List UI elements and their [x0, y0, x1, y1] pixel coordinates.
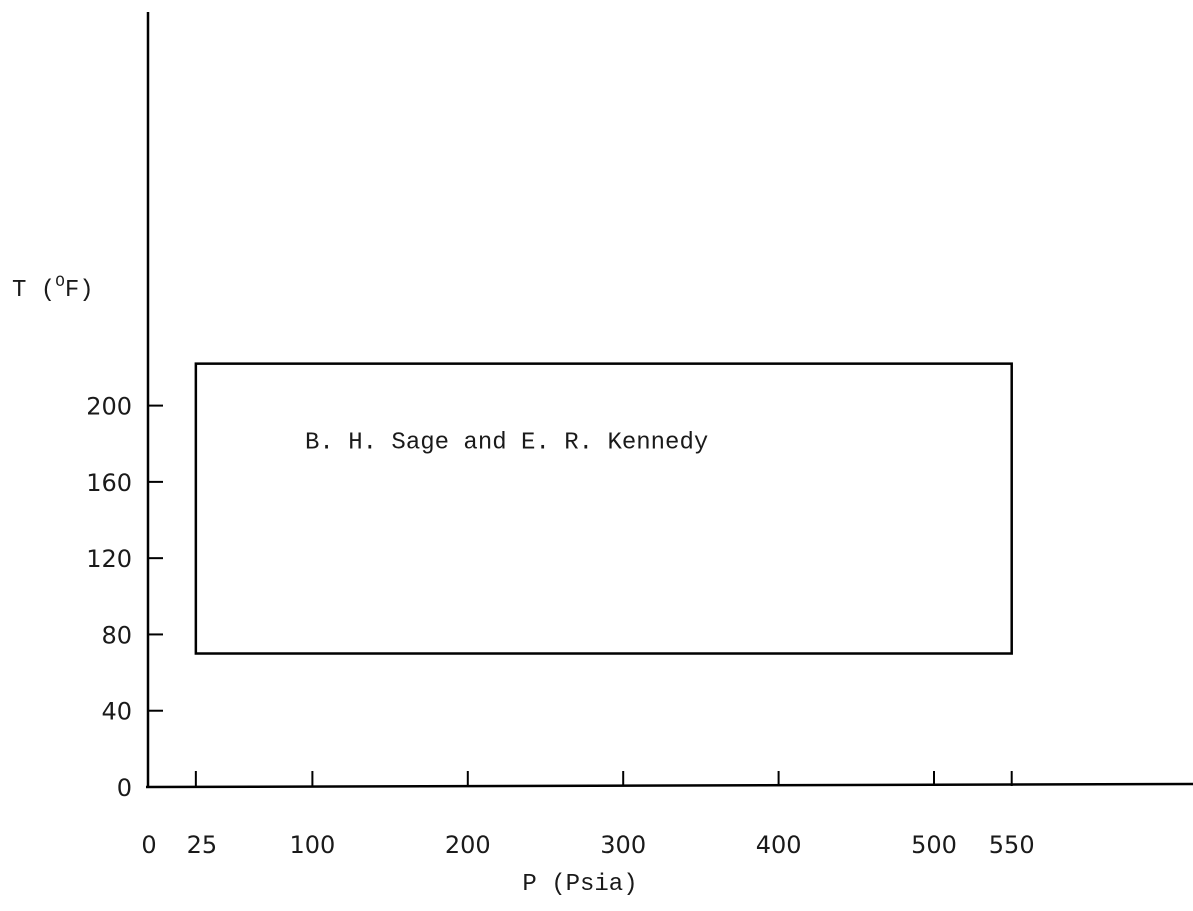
- x-tick-label: 25: [187, 831, 218, 859]
- x-axis-title: P (Psia): [522, 871, 637, 898]
- y-axis-title-superscript: O: [55, 273, 65, 291]
- y-axis-title-suffix: F): [65, 277, 94, 304]
- y-axis-title-prefix: T (: [12, 277, 55, 304]
- x-tick-label: 550: [989, 831, 1035, 859]
- x-tick-label: 400: [756, 831, 802, 859]
- x-tick-label: 300: [600, 831, 646, 859]
- data-region-label: B. H. Sage and E. R. Kennedy: [305, 430, 708, 457]
- y-tick-label: 80: [101, 621, 132, 649]
- x-tick-label: 0: [141, 831, 156, 859]
- x-tick-label: 500: [911, 831, 957, 859]
- y-tick-label: 0: [117, 774, 132, 802]
- x-tick-label: 200: [445, 831, 491, 859]
- y-tick-label: 40: [101, 698, 132, 726]
- y-axis-title: T (OF): [12, 273, 94, 304]
- y-ticks: 0 40 80 120 160 200: [86, 393, 163, 802]
- x-axis-line: [145, 782, 1193, 789]
- regions: B. H. Sage and E. R. Kennedy: [194, 362, 1013, 655]
- y-tick-label: 160: [86, 469, 132, 497]
- y-tick-label: 200: [86, 393, 132, 421]
- x-ticks: 0 25 100 200 300 400 500 550: [141, 771, 1035, 859]
- data-region-box: [194, 362, 1013, 655]
- axes: [145, 12, 1193, 789]
- x-tick-label: 100: [289, 831, 335, 859]
- y-tick-label: 120: [86, 545, 132, 573]
